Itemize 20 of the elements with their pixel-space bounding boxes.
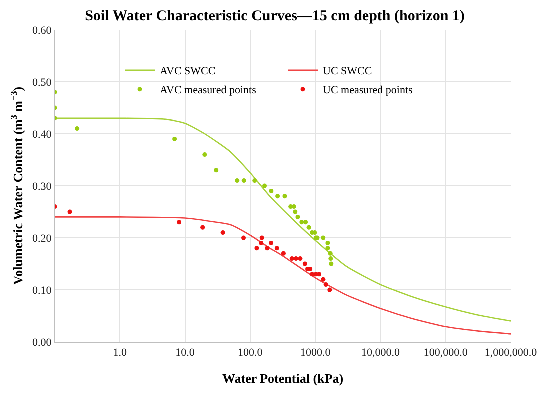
chart-title: Soil Water Characteristic Curves—15 cm depth (horizon 1): [85, 8, 465, 24]
x-tick-label: 10.0: [176, 347, 196, 360]
legend-label: UC SWCC: [323, 66, 372, 78]
y-tick-label: 0.00: [32, 336, 52, 349]
y-tick-label: 0.60: [32, 24, 52, 37]
x-tick-label: 10,000.0: [361, 347, 400, 360]
y-tick-label: 0.20: [32, 232, 52, 245]
x-tick-label: 1000.0: [300, 347, 332, 360]
legend-label: UC measured points: [323, 84, 413, 97]
x-tick-label: 100.0: [238, 347, 264, 360]
x-tick-label: 100,000.0: [424, 347, 468, 360]
y-tick-label: 0.10: [32, 284, 52, 297]
legend-label: AVC SWCC: [160, 66, 216, 78]
x-axis-title: Water Potential (kPa): [222, 370, 344, 386]
x-tick-label: 1.0: [113, 347, 128, 360]
legend-label: AVC measured points: [160, 84, 256, 97]
y-tick-label: 0.40: [32, 128, 52, 141]
y-tick-label: 0.50: [32, 76, 52, 89]
x-tick-label: 1,000,000.0: [484, 347, 538, 360]
y-tick-label: 0.30: [32, 180, 52, 193]
